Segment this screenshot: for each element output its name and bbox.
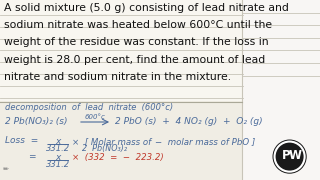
Text: decomposition  of  lead  nitrate  (600°c): decomposition of lead nitrate (600°c) — [5, 103, 173, 112]
Bar — [0, 101, 243, 180]
Circle shape — [273, 140, 307, 174]
Text: =: = — [28, 152, 36, 161]
Text: Loss  =: Loss = — [5, 136, 38, 145]
Text: P: P — [282, 149, 291, 162]
Text: W: W — [288, 149, 301, 162]
Text: 331.2: 331.2 — [46, 144, 70, 153]
Text: ×  [ Molar mass of: × [ Molar mass of — [72, 137, 151, 146]
Text: A solid mixture (5.0 g) consisting of lead nitrate and: A solid mixture (5.0 g) consisting of le… — [4, 3, 289, 13]
Text: 600°c: 600°c — [84, 114, 105, 120]
Text: ×  (332  =  −  223.2): × (332 = − 223.2) — [72, 153, 164, 162]
Text: weight of the residue was constant. If the loss in: weight of the residue was constant. If t… — [4, 37, 268, 47]
Text: x: x — [55, 153, 61, 162]
Text: 2 Pb(NO₃)₂ (s): 2 Pb(NO₃)₂ (s) — [5, 117, 68, 126]
Text: weight is 28.0 per cent, find the amount of lead: weight is 28.0 per cent, find the amount… — [4, 55, 265, 65]
Bar — [0, 0, 243, 101]
Text: 2 PbO (s)  +  4 NO₂ (g)  +  O₂ (g): 2 PbO (s) + 4 NO₂ (g) + O₂ (g) — [115, 117, 263, 126]
Text: ✏: ✏ — [3, 166, 9, 172]
Text: −  molar mass of PbO ]: − molar mass of PbO ] — [155, 137, 255, 146]
Text: 331.2: 331.2 — [46, 160, 70, 169]
Text: x: x — [55, 137, 61, 146]
Text: sodium nitrate was heated below 600°C until the: sodium nitrate was heated below 600°C un… — [4, 20, 272, 30]
Text: 2  Pb(NO₃)₂: 2 Pb(NO₃)₂ — [82, 144, 127, 153]
Bar — [242, 0, 320, 180]
Text: nitrate and sodium nitrate in the mixture.: nitrate and sodium nitrate in the mixtur… — [4, 72, 231, 82]
